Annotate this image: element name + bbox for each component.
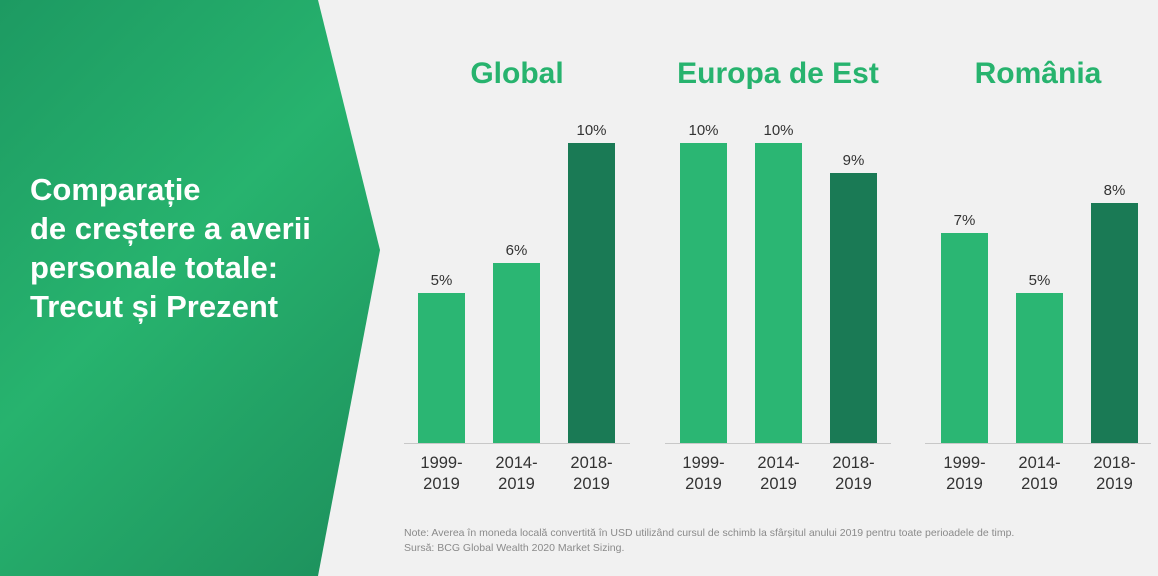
bar-value-label: 10% <box>576 122 606 139</box>
x-tick-label: 2014-2019 <box>757 454 799 493</box>
bar-value-label: 6% <box>506 242 528 259</box>
bar-value-label: 10% <box>763 122 793 139</box>
chart-title-europa-de-est: Europa de Est <box>677 57 879 90</box>
bar-value-label: 7% <box>954 212 976 229</box>
bar-value-label: 5% <box>1029 272 1051 289</box>
slide-title: Comparație de creștere a averii personal… <box>30 172 311 324</box>
bar-value-label: 9% <box>843 152 865 169</box>
chart-title-global: Global <box>470 57 564 90</box>
x-tick-label: 1999-2019 <box>682 454 724 493</box>
bar <box>418 293 465 443</box>
bar <box>941 233 988 443</box>
x-tick-label: 2014-2019 <box>1018 454 1060 493</box>
bar <box>493 263 540 443</box>
x-tick-label: 2018-2019 <box>570 454 612 493</box>
x-tick-label: 1999-2019 <box>943 454 985 493</box>
bar <box>680 143 727 443</box>
source-note: Sursă: BCG Global Wealth 2020 Market Siz… <box>404 542 625 554</box>
x-tick-label: 2018-2019 <box>1093 454 1135 493</box>
bar <box>755 143 802 443</box>
bar <box>1016 293 1063 443</box>
x-tick-label: 2018-2019 <box>832 454 874 493</box>
bar <box>568 143 615 443</box>
footnote: Note: Averea în moneda locală convertită… <box>404 527 1015 539</box>
chart-title-romania: România <box>974 57 1102 90</box>
x-tick-label: 2014-2019 <box>495 454 537 493</box>
bar-value-label: 5% <box>431 272 453 289</box>
bar-value-label: 10% <box>688 122 718 139</box>
bar <box>1091 203 1138 443</box>
bar-value-label: 8% <box>1104 182 1126 199</box>
x-tick-label: 1999-2019 <box>420 454 462 493</box>
left-panel <box>0 0 380 576</box>
bar <box>830 173 877 443</box>
